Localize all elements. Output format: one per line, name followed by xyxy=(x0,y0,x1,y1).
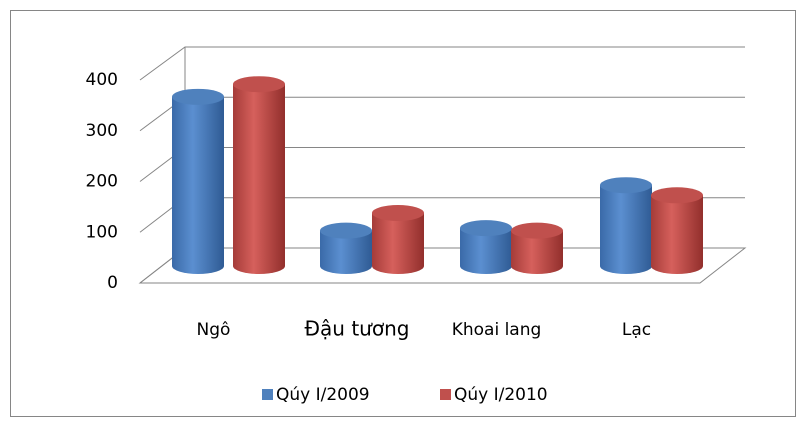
x-tick-label: Khoai lang xyxy=(452,320,542,340)
x-tick-label: Đậu tương xyxy=(305,317,410,341)
cylinder-top xyxy=(511,222,563,239)
cylinder-top xyxy=(460,220,512,237)
legend-label: Qúy I/2009 xyxy=(276,385,370,405)
cylinder-top xyxy=(600,177,652,194)
cylinder-top xyxy=(233,76,285,93)
cylinder-top xyxy=(172,88,224,105)
x-tick-label: Ngô xyxy=(197,320,231,340)
cylinder-top xyxy=(651,187,703,204)
cylinder xyxy=(233,84,285,266)
cylinder xyxy=(372,212,424,266)
y-tick-label: 200 xyxy=(86,172,118,192)
y-tick-label: 300 xyxy=(86,121,118,141)
cylinder-top xyxy=(320,222,372,239)
cylinder xyxy=(600,185,652,266)
legend-swatch xyxy=(440,389,451,400)
cylinder xyxy=(172,96,224,266)
y-tick-label: 0 xyxy=(107,273,118,293)
cylinder-top xyxy=(372,204,424,221)
grid-line xyxy=(139,46,745,81)
legend-swatch xyxy=(262,389,273,400)
y-tick-label: 100 xyxy=(86,222,118,242)
cylinder xyxy=(651,195,703,266)
x-tick-label: Lạc xyxy=(622,320,651,340)
y-tick-label: 400 xyxy=(86,70,118,90)
legend-label: Qúy I/2010 xyxy=(454,385,548,405)
